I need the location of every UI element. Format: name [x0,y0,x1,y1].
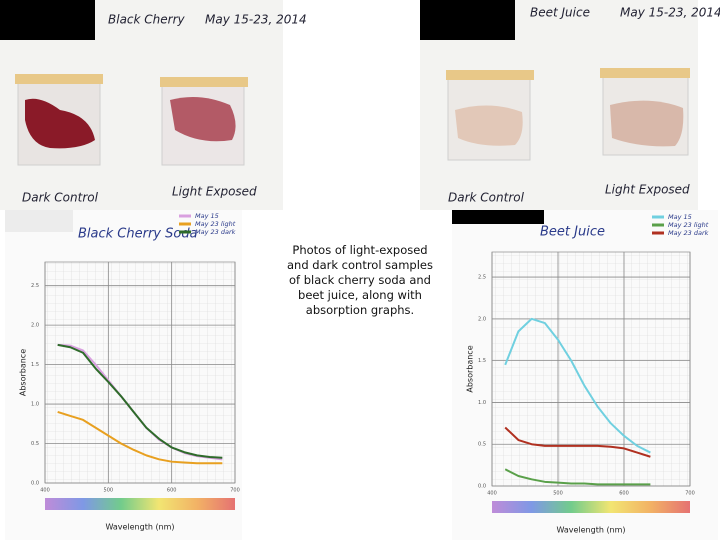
legend-label: May 23 dark [668,229,709,237]
y-tick-label: 0.0 [31,481,39,487]
x-tick-label: 700 [230,488,240,494]
photo-title: Black Cherry [108,13,186,27]
plot-area [491,251,691,487]
sample [610,100,684,147]
series-line [504,426,651,458]
y-tick-label: 1.0 [478,400,486,406]
photo-label: Dark Control [22,191,99,205]
legend-label: May 23 dark [195,228,236,236]
sample [170,96,236,142]
y-tick-label: 0.0 [478,484,486,490]
x-tick-label: 400 [40,488,50,494]
photo-date: May 15-23, 2014 [205,13,307,27]
y-tick-label: 2.5 [478,275,486,281]
x-tick-label: 600 [619,491,629,497]
redaction [452,210,544,224]
y-tick-label: 1.5 [478,358,486,364]
bag-label [160,77,248,87]
y-tick-label: 0.5 [478,442,486,448]
bag-label [15,74,103,84]
redaction [5,210,73,232]
sample [25,98,95,149]
photo-title: Beet Juice [530,6,590,20]
y-tick-label: 1.0 [31,402,39,408]
y-tick-label: 0.5 [31,441,39,447]
photo-black-cherry: Black Cherry May 15-23, 2014 Dark Contro… [0,0,307,210]
spectrum [45,498,235,510]
chart-title: Black Cherry Soda [78,227,198,242]
x-tick-label: 400 [487,491,497,497]
x-axis-label: Wavelength (nm) [105,523,174,532]
x-tick-label: 700 [685,491,695,497]
photo-date: May 15-23, 2014 [620,6,720,20]
series-line [57,411,223,465]
chart-title: Beet Juice [540,225,605,240]
x-axis-label: Wavelength (nm) [556,526,625,535]
legend-label: May 23 light [668,221,709,229]
redaction [420,0,515,40]
x-tick-label: 500 [553,491,563,497]
x-tick-label: 600 [167,488,177,494]
series-line [504,468,651,486]
photo-beet-juice: Beet Juice May 15-23, 2014 Dark Control … [420,0,720,210]
y-tick-label: 2.0 [31,323,39,329]
series-line [57,343,223,459]
x-tick-label: 500 [104,488,114,494]
photo-label: Light Exposed [605,183,690,197]
plot-area [44,261,236,484]
sample [455,105,523,146]
series-line [504,317,651,454]
photo-label: Light Exposed [172,185,257,199]
photo-label: Dark Control [448,191,525,205]
redaction [0,0,95,40]
legend-label: May 15 [668,213,692,221]
y-axis-label: Absorbance [19,349,28,396]
y-axis-label: Absorbance [466,345,475,392]
spectrum [492,501,690,513]
y-tick-label: 1.5 [31,362,39,368]
legend-label: May 15 [195,212,219,220]
y-tick-label: 2.0 [478,316,486,322]
bag-label [600,68,690,78]
legend-label: May 23 light [195,220,236,228]
bag-label [446,70,534,80]
y-tick-label: 2.5 [31,283,39,289]
caption: Photos of light-exposed and dark control… [280,243,440,318]
